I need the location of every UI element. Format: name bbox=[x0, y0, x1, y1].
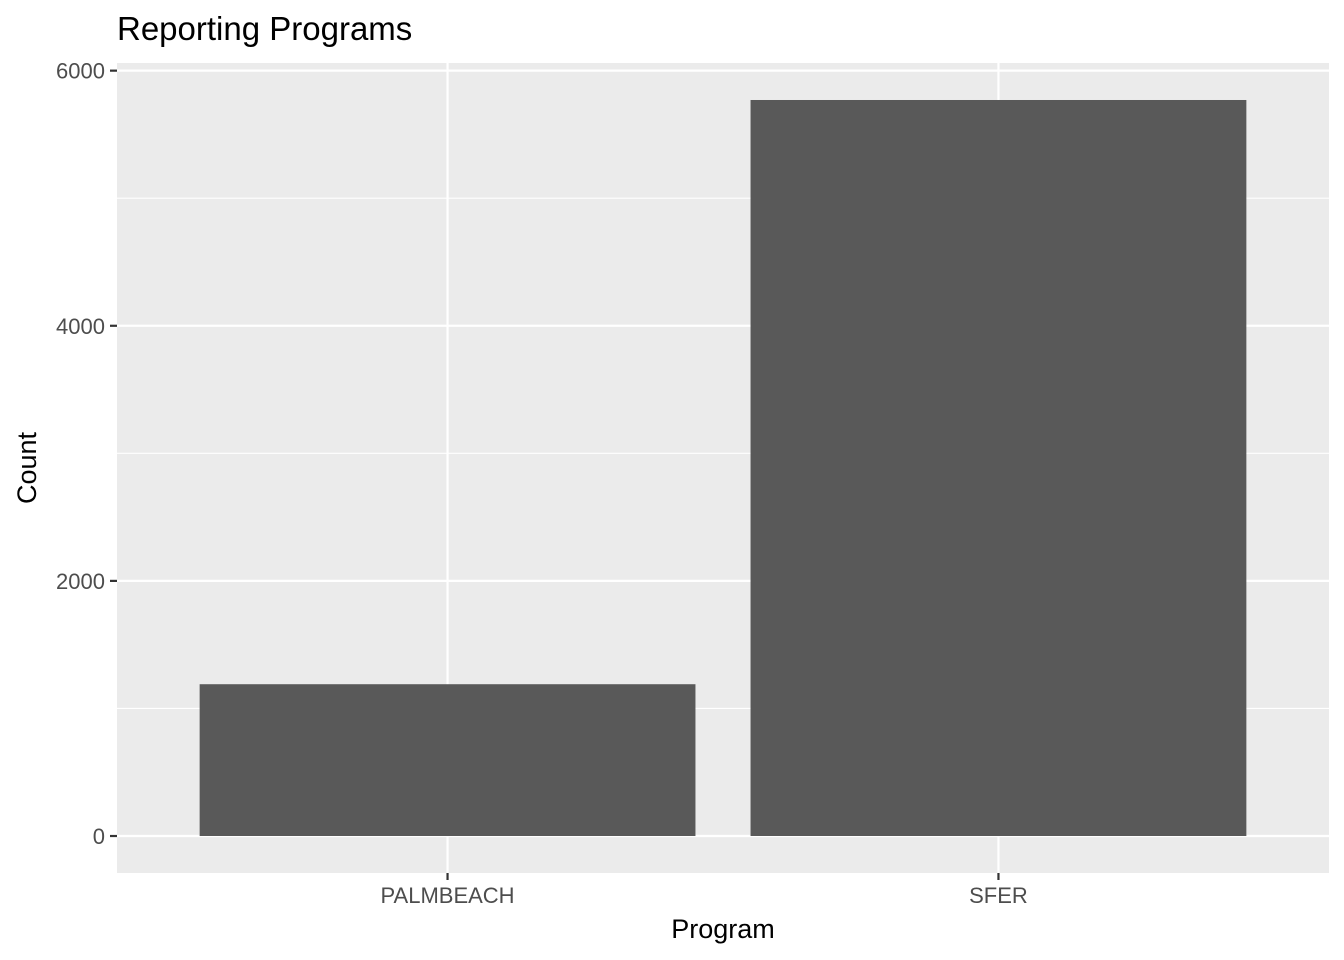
y-tick-label: 6000 bbox=[56, 59, 105, 84]
y-tick-label: 4000 bbox=[56, 314, 105, 339]
bar-sfer bbox=[750, 99, 1247, 837]
y-axis-title: Count bbox=[12, 431, 42, 504]
x-axis-title: Program bbox=[671, 914, 775, 944]
y-tick-label: 2000 bbox=[56, 569, 105, 594]
x-axis: PALMBEACH SFER bbox=[381, 873, 1028, 908]
x-tick-label: PALMBEACH bbox=[381, 883, 515, 908]
chart-title: Reporting Programs bbox=[117, 10, 412, 47]
bar-palmbeach bbox=[199, 684, 696, 837]
bars bbox=[199, 99, 1247, 837]
y-tick-label: 0 bbox=[93, 824, 105, 849]
x-tick-label: SFER bbox=[969, 883, 1028, 908]
y-axis: 0 2000 4000 6000 bbox=[56, 59, 117, 849]
